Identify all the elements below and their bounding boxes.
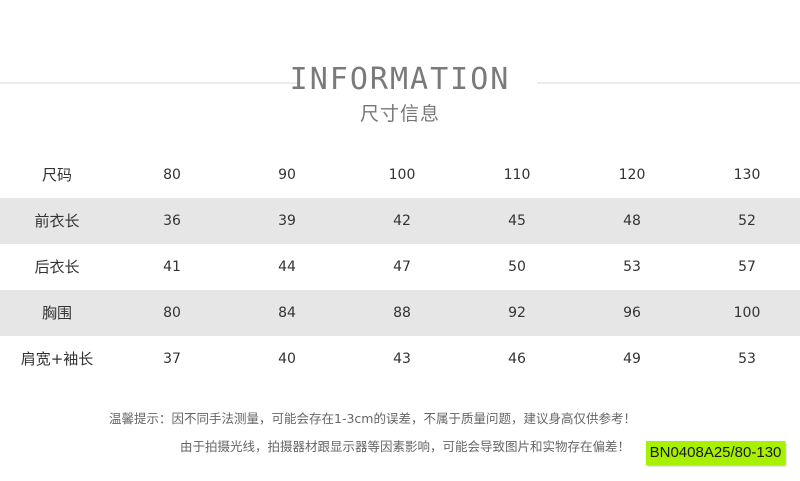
table-row: 后衣长 41 44 47 50 53 57 (0, 244, 800, 290)
table-cell: 84 (278, 305, 296, 321)
table-cell: 49 (623, 351, 641, 367)
table-cell: 92 (508, 305, 526, 321)
divider-right (537, 82, 800, 84)
table-cell: 36 (163, 213, 181, 229)
row-label: 肩宽+袖长 (20, 350, 94, 368)
table-cell: 100 (388, 167, 416, 183)
table-cell: 53 (738, 351, 756, 367)
table-cell: 120 (618, 167, 646, 183)
table-cell: 47 (393, 259, 411, 275)
table-cell: 90 (278, 167, 296, 183)
table-cell: 50 (508, 259, 526, 275)
table-cell: 88 (393, 305, 411, 321)
row-label: 胸围 (41, 304, 72, 322)
note-line-2: 由于拍摄光线，拍摄器材跟显示器等因素影响，可能会导致图片和实物存在偏差！ (180, 439, 631, 454)
table-cell: 53 (623, 259, 641, 275)
row-label: 尺码 (41, 166, 72, 184)
row-label: 前衣长 (34, 212, 80, 230)
table-cell: 130 (733, 167, 761, 183)
table-cell: 48 (623, 213, 641, 229)
table-cell: 57 (738, 259, 756, 275)
table-cell: 110 (503, 167, 531, 183)
note-line-1: 温馨提示：因不同手法测量，可能会存在1-3cm的误差，不属于质量问题，建议身高仅… (109, 411, 636, 426)
table-cell: 39 (278, 213, 296, 229)
table-cell: 41 (163, 259, 181, 275)
table-row: 尺码 80 90 100 110 120 130 (0, 152, 800, 198)
table-cell: 100 (733, 305, 761, 321)
table-cell: 43 (393, 351, 411, 367)
table-row: 前衣长 36 39 42 45 48 52 (0, 198, 800, 244)
product-code-badge: BN0408A25/80-130 (646, 441, 785, 465)
table-cell: 96 (623, 305, 641, 321)
title-english: INFORMATION (289, 62, 511, 97)
row-label: 后衣长 (34, 258, 80, 276)
table-cell: 45 (508, 213, 526, 229)
table-cell: 46 (508, 351, 526, 367)
table-row: 肩宽+袖长 37 40 43 46 49 53 (0, 336, 800, 382)
title-chinese: 尺寸信息 (359, 103, 440, 125)
table-cell: 42 (393, 213, 411, 229)
table-cell: 44 (278, 259, 296, 275)
table-row: 胸围 80 84 88 92 96 100 (0, 290, 800, 336)
table-cell: 40 (278, 351, 296, 367)
table-cell: 37 (163, 351, 181, 367)
table-cell: 52 (738, 213, 756, 229)
divider-left (0, 82, 297, 84)
table-cell: 80 (163, 305, 181, 321)
table-cell: 80 (163, 167, 181, 183)
